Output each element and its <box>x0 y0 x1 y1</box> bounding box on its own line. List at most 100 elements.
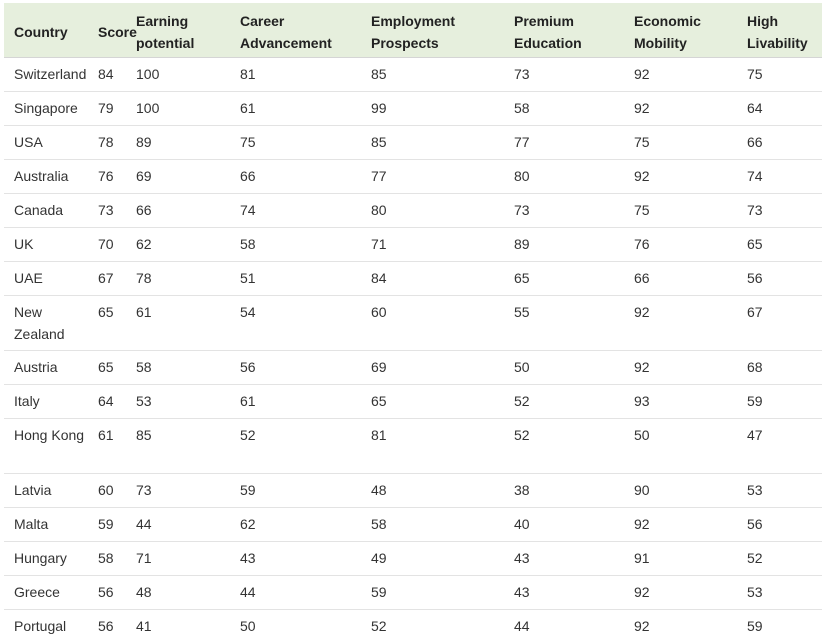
cell-premium-education: 89 <box>514 228 634 262</box>
cell-economic-mobility: 75 <box>634 126 747 160</box>
cell-career-advancement: 74 <box>240 194 371 228</box>
cell-value: 59 <box>240 474 371 501</box>
cell-score: 58 <box>96 542 136 576</box>
cell-value: Malta <box>14 508 96 535</box>
cell-premium-education: 43 <box>514 542 634 576</box>
cell-country: Canada <box>4 194 96 228</box>
column-header-career-advancement[interactable]: Career Advancement <box>240 3 371 58</box>
cell-employment-prospects: 85 <box>371 58 514 92</box>
cell-career-advancement: 52 <box>240 419 371 474</box>
cell-career-advancement: 43 <box>240 542 371 576</box>
cell-value: 50 <box>634 419 747 446</box>
cell-economic-mobility: 90 <box>634 474 747 508</box>
column-header-employment-prospects[interactable]: Employment Prospects <box>371 3 514 58</box>
cell-value: 74 <box>747 160 822 187</box>
cell-career-advancement: 81 <box>240 58 371 92</box>
cell-value: New Zealand <box>14 296 96 345</box>
cell-score: 64 <box>96 385 136 419</box>
cell-economic-mobility: 92 <box>634 576 747 610</box>
column-header-economic-mobility[interactable]: Economic Mobility <box>634 3 747 58</box>
cell-career-advancement: 54 <box>240 296 371 351</box>
column-header-score[interactable]: Score <box>96 3 136 58</box>
cell-earning-potential: 85 <box>136 419 240 474</box>
cell-employment-prospects: 99 <box>371 92 514 126</box>
cell-value: 59 <box>747 610 822 637</box>
column-header-premium-education[interactable]: Premium Education <box>514 3 634 58</box>
cell-value: 75 <box>634 126 747 153</box>
cell-value: 73 <box>514 58 634 85</box>
cell-premium-education: 44 <box>514 610 634 643</box>
cell-value: 50 <box>240 610 371 637</box>
cell-value: 92 <box>634 296 747 323</box>
cell-value: 53 <box>747 474 822 501</box>
cell-value: 60 <box>98 474 136 501</box>
cell-country: Singapore <box>4 92 96 126</box>
cell-earning-potential: 61 <box>136 296 240 351</box>
cell-score: 61 <box>96 419 136 474</box>
cell-high-livability: 53 <box>747 576 822 610</box>
cell-employment-prospects: 80 <box>371 194 514 228</box>
cell-employment-prospects: 84 <box>371 262 514 296</box>
cell-score: 56 <box>96 610 136 643</box>
cell-value: 73 <box>747 194 822 221</box>
cell-value: 66 <box>240 160 371 187</box>
cell-value: 71 <box>136 542 240 569</box>
column-header-earning-potential[interactable]: Earning potential <box>136 3 240 58</box>
header-row: Country Score Earning potential Career A… <box>4 3 822 58</box>
cell-earning-potential: 41 <box>136 610 240 643</box>
cell-employment-prospects: 48 <box>371 474 514 508</box>
cell-value: Hungary <box>14 542 96 569</box>
column-header-label: Career Advancement <box>240 7 371 54</box>
cell-value: 56 <box>98 576 136 603</box>
cell-value: 75 <box>634 194 747 221</box>
cell-value: 71 <box>371 228 514 255</box>
cell-value: 38 <box>514 474 634 501</box>
cell-value: 52 <box>371 610 514 637</box>
cell-economic-mobility: 91 <box>634 542 747 576</box>
cell-employment-prospects: 60 <box>371 296 514 351</box>
cell-high-livability: 56 <box>747 508 822 542</box>
cell-value: 56 <box>240 351 371 378</box>
cell-score: 73 <box>96 194 136 228</box>
cell-value: 80 <box>514 160 634 187</box>
cell-value: 92 <box>634 610 747 637</box>
cell-value: 76 <box>98 160 136 187</box>
cell-value: 41 <box>136 610 240 637</box>
cell-score: 76 <box>96 160 136 194</box>
cell-value: 99 <box>371 92 514 119</box>
cell-earning-potential: 78 <box>136 262 240 296</box>
cell-high-livability: 47 <box>747 419 822 474</box>
cell-value: 52 <box>514 419 634 446</box>
cell-score: 78 <box>96 126 136 160</box>
cell-career-advancement: 62 <box>240 508 371 542</box>
cell-value: 66 <box>634 262 747 289</box>
cell-value: 52 <box>240 419 371 446</box>
cell-value: 91 <box>634 542 747 569</box>
cell-value: 81 <box>371 419 514 446</box>
cell-value: 74 <box>240 194 371 221</box>
cell-economic-mobility: 50 <box>634 419 747 474</box>
cell-value: 61 <box>240 385 371 412</box>
cell-value: 40 <box>514 508 634 535</box>
cell-country: Switzerland <box>4 58 96 92</box>
cell-value: Greece <box>14 576 96 603</box>
cell-economic-mobility: 92 <box>634 160 747 194</box>
cell-value: Australia <box>14 160 96 187</box>
cell-value: Switzerland <box>14 58 96 85</box>
cell-premium-education: 80 <box>514 160 634 194</box>
cell-value: 60 <box>371 296 514 323</box>
cell-earning-potential: 89 <box>136 126 240 160</box>
column-header-high-livability[interactable]: High Livability <box>747 3 822 58</box>
cell-premium-education: 55 <box>514 296 634 351</box>
cell-earning-potential: 100 <box>136 58 240 92</box>
cell-value: 64 <box>747 92 822 119</box>
cell-value: 92 <box>634 508 747 535</box>
cell-value: 58 <box>240 228 371 255</box>
column-header-country[interactable]: Country <box>4 3 96 58</box>
cell-value: Austria <box>14 351 96 378</box>
